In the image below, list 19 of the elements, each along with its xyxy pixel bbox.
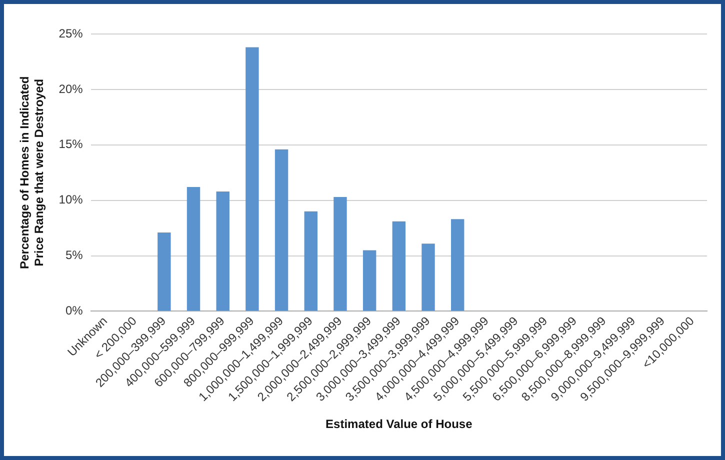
bar	[246, 47, 259, 311]
bar	[274, 149, 288, 311]
bar	[334, 196, 347, 311]
y-tick-label: 25%	[58, 26, 84, 40]
y-tick-label: 0%	[65, 304, 84, 318]
bar	[186, 187, 200, 311]
y-tick-label: 10%	[58, 192, 84, 207]
bar	[216, 191, 230, 311]
y-axis-title: Percentage of Homes in Indicated Price Range that were Destroyed	[18, 76, 46, 269]
x-axis-title: Estimated Value of House	[326, 417, 473, 432]
bar	[304, 211, 318, 311]
y-tick-label: 20%	[58, 82, 84, 96]
bar	[422, 244, 435, 311]
bar	[158, 232, 171, 311]
y-tick-label: 15%	[58, 137, 84, 152]
bar	[362, 250, 376, 311]
y-tick-label: 5%	[65, 248, 84, 262]
bar	[392, 221, 406, 311]
bar	[450, 219, 464, 311]
